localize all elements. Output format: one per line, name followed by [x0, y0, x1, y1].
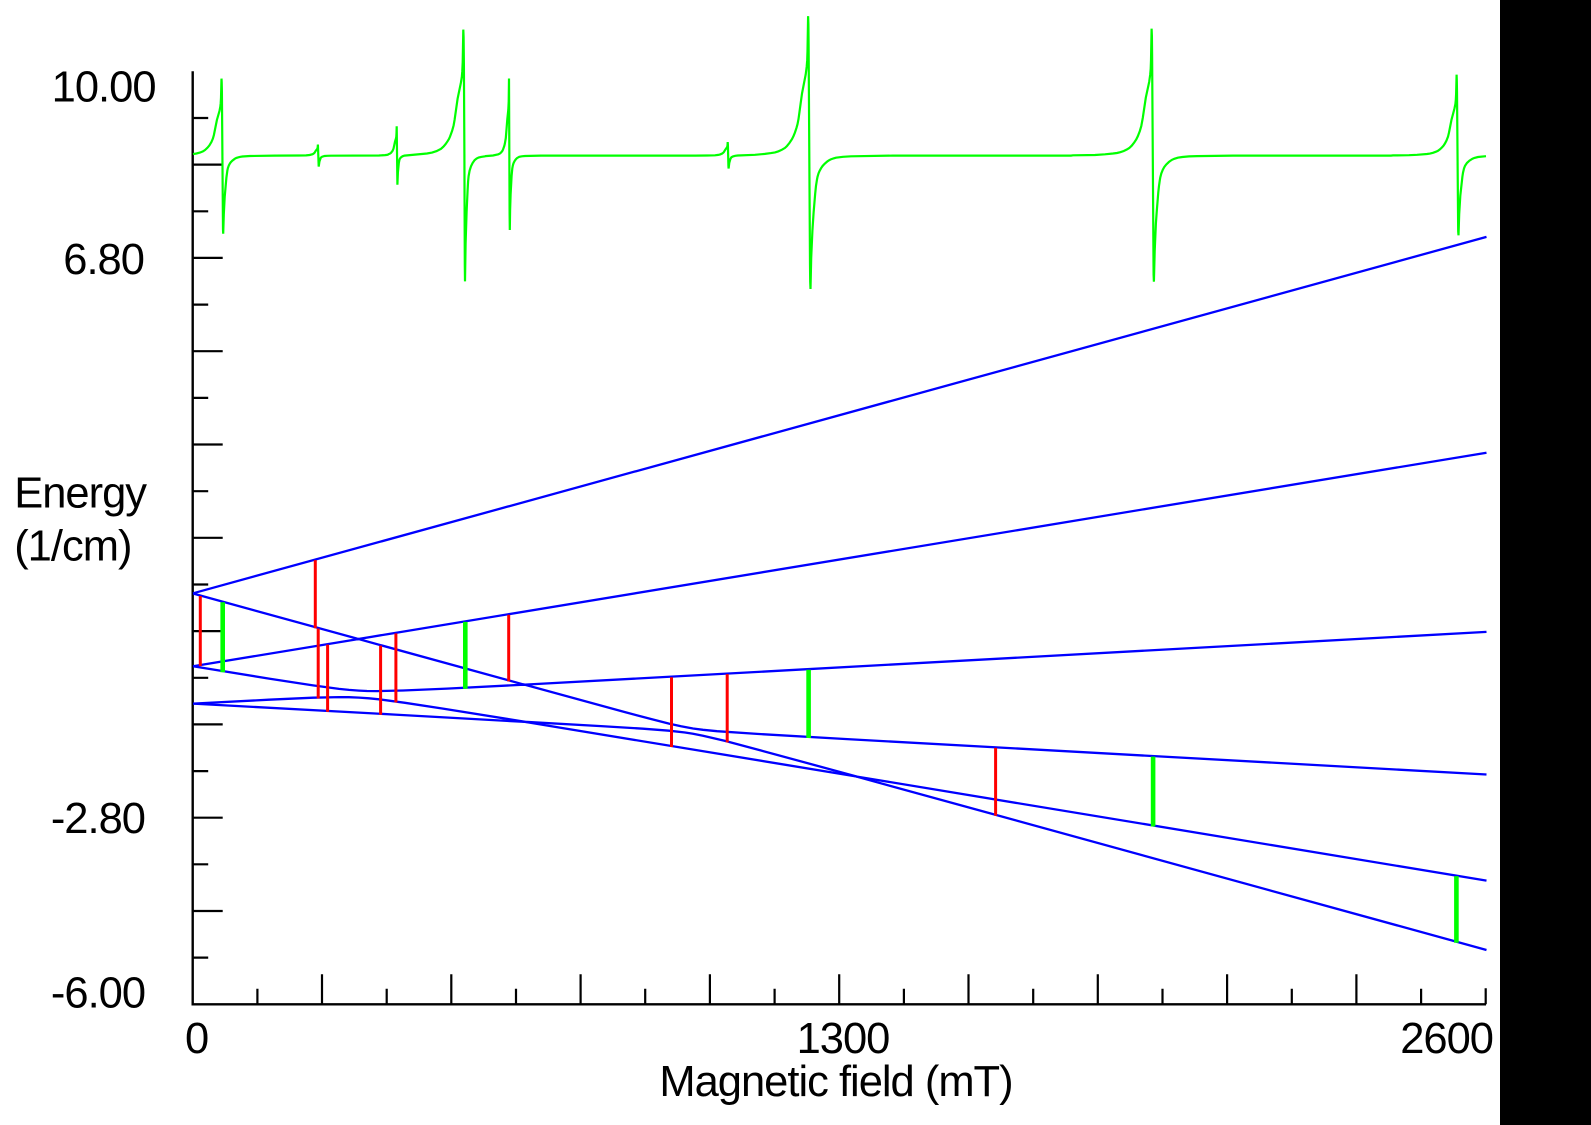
svg-text:Energy: Energy [14, 469, 147, 517]
svg-text:1300: 1300 [797, 1015, 890, 1063]
svg-text:(1/cm): (1/cm) [14, 523, 131, 571]
svg-text:-6.00: -6.00 [51, 969, 145, 1017]
svg-text:2600: 2600 [1400, 1015, 1493, 1063]
svg-text:6.80: 6.80 [63, 236, 144, 284]
svg-text:Magnetic field (mT): Magnetic field (mT) [659, 1058, 1012, 1106]
svg-text:10.00: 10.00 [52, 64, 156, 112]
svg-text:-2.80: -2.80 [51, 795, 145, 843]
svg-text:0: 0 [185, 1015, 208, 1063]
